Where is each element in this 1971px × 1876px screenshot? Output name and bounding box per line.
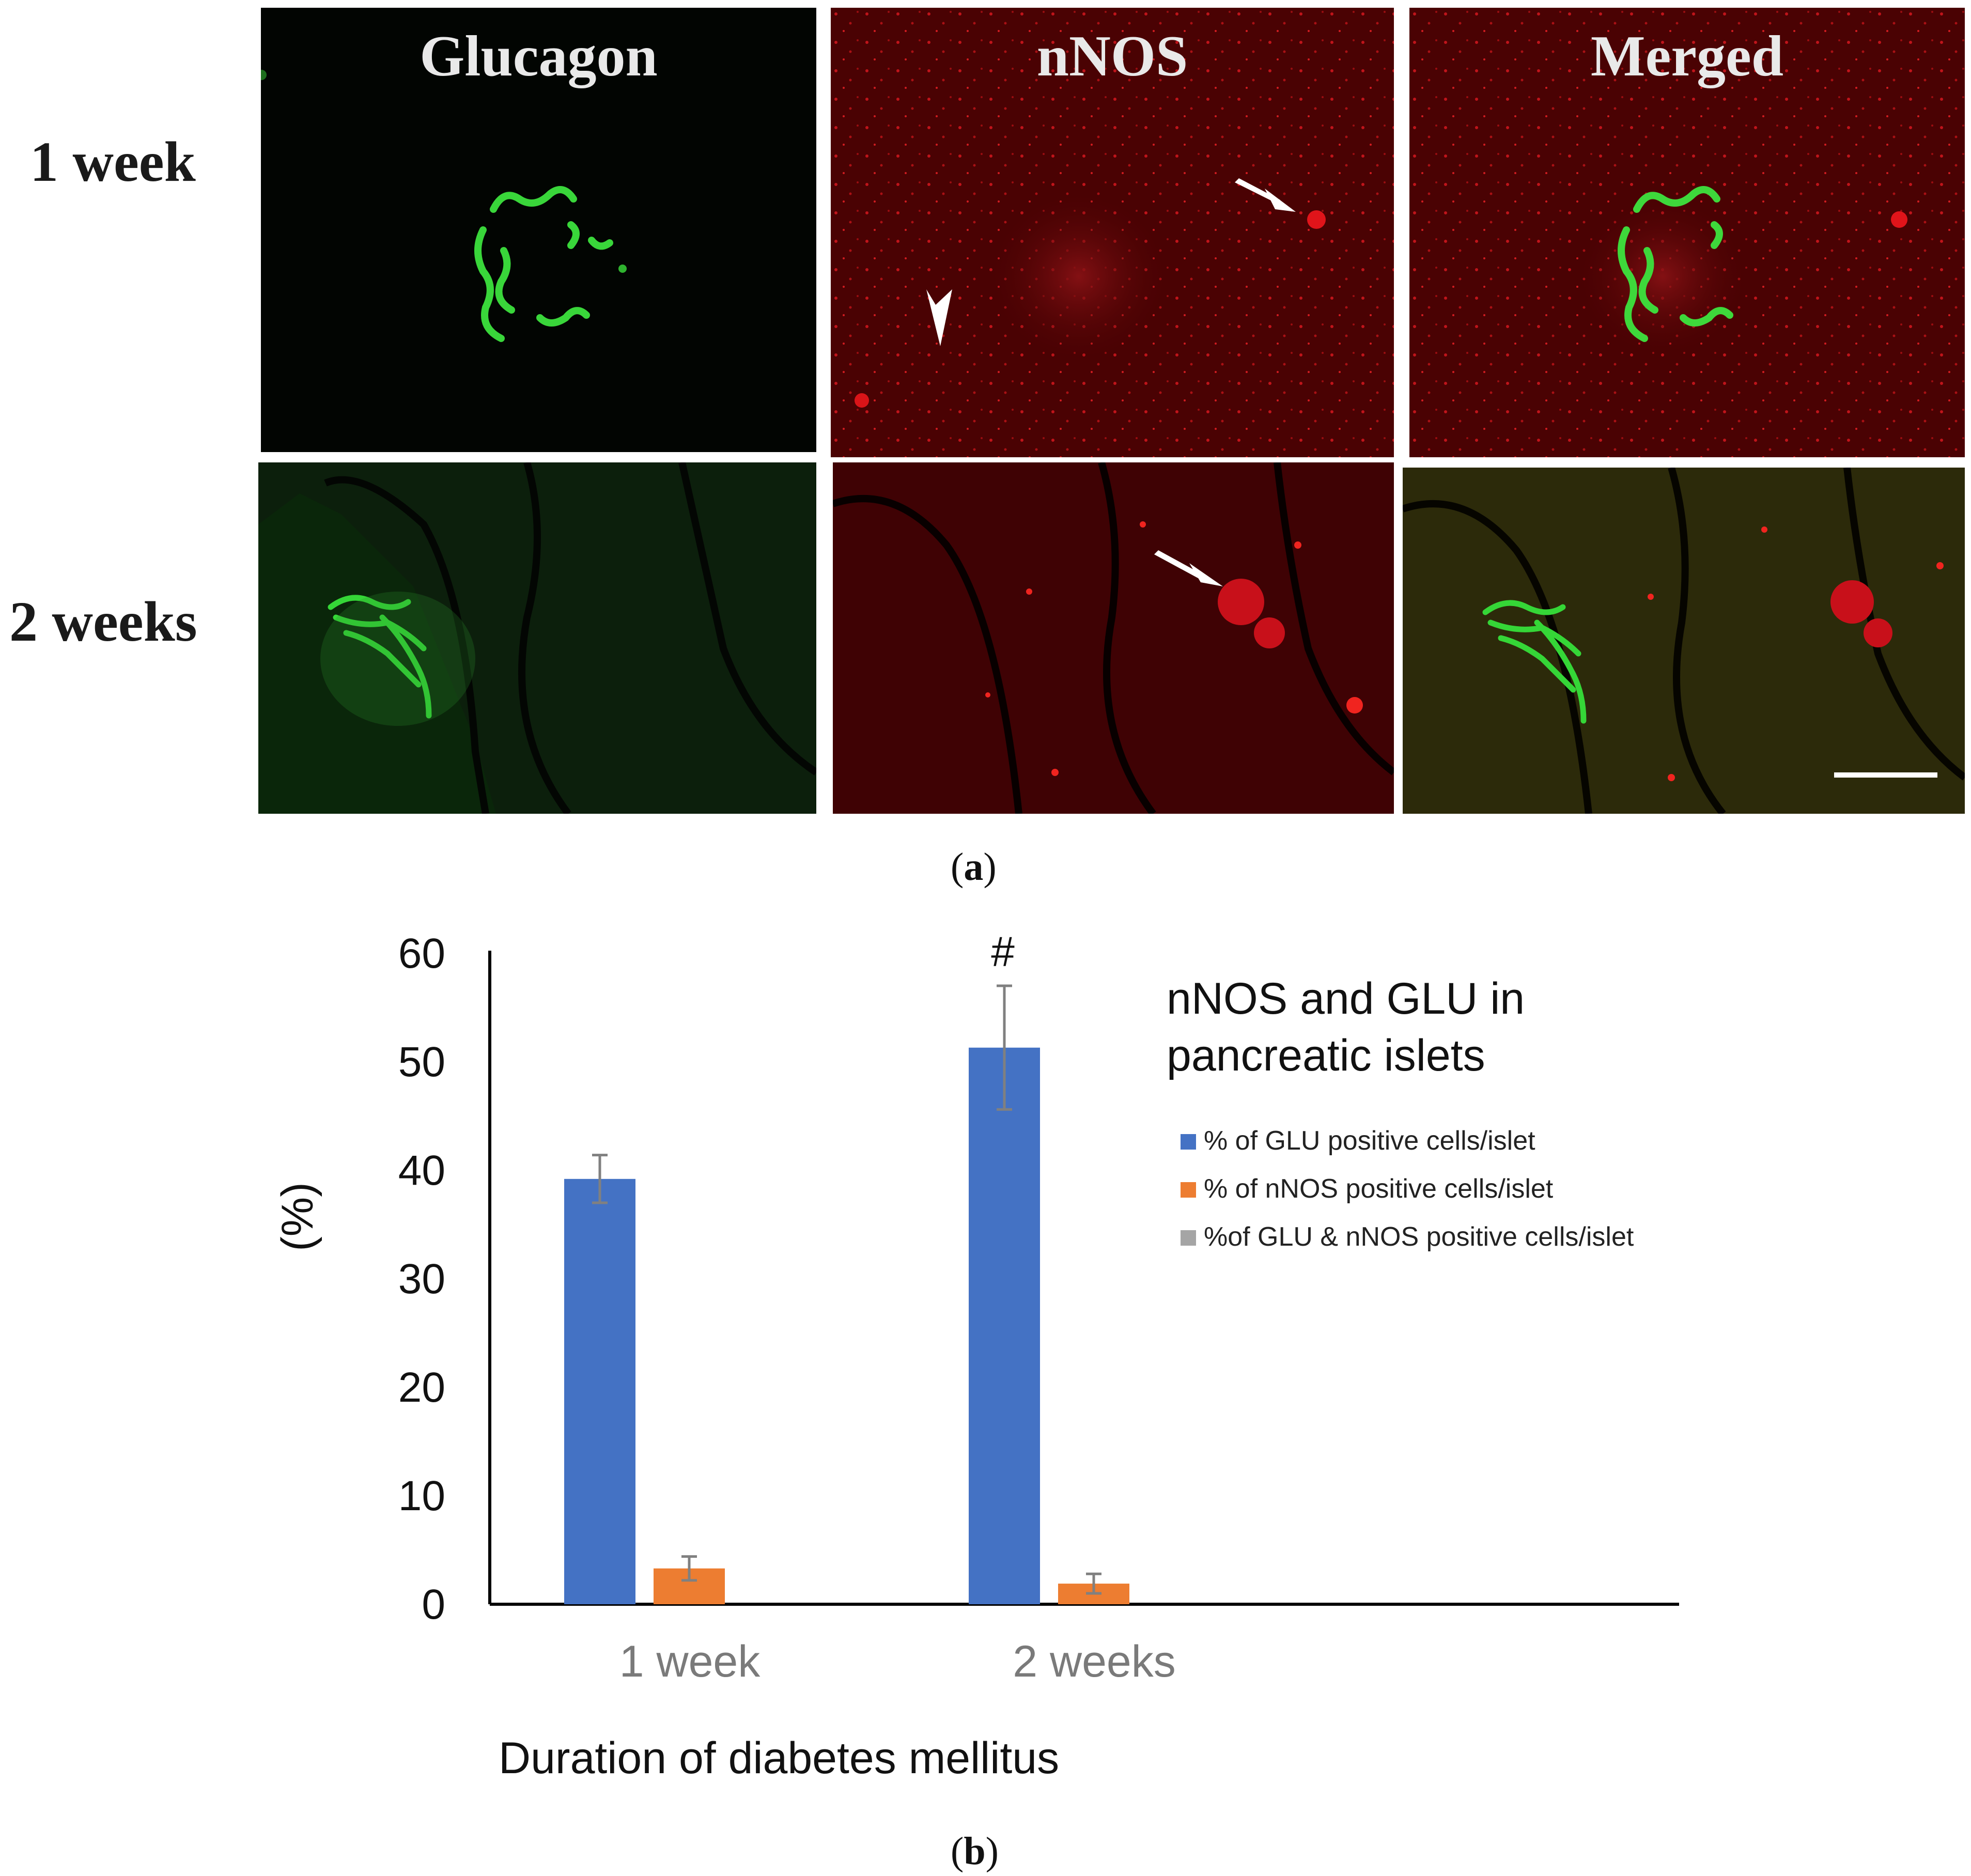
column-title-glucagon: Glucagon bbox=[420, 24, 658, 88]
micrograph-merged-2-weeks bbox=[1403, 468, 1965, 814]
y-axis-label: (%) bbox=[273, 1182, 322, 1251]
y-tick-label: 50 bbox=[398, 1038, 445, 1086]
x-tick-label: 1 week bbox=[619, 1637, 761, 1686]
legend-swatch bbox=[1181, 1230, 1196, 1246]
panel-label-a: (a) bbox=[951, 845, 997, 889]
row-label-1-week: 1 week bbox=[30, 130, 196, 193]
micrograph-merged-1-week: Merged bbox=[1409, 8, 1965, 457]
micrograph-nnos-1-week: nNOS bbox=[831, 8, 1394, 457]
x-tick-label: 2 weeks bbox=[1013, 1637, 1176, 1686]
chart-title-line: nNOS and GLU in bbox=[1167, 974, 1525, 1024]
micrograph-glucagon-1-week: Glucagon bbox=[261, 8, 816, 452]
y-tick-label: 60 bbox=[398, 930, 445, 977]
legend-swatch bbox=[1181, 1182, 1196, 1198]
y-tick-label: 30 bbox=[398, 1255, 445, 1303]
bar-chart: 0 10 20 30 40 50 60 (%) #1 week 2 weeks Duration o… bbox=[273, 928, 1679, 1783]
chart-title-line: pancreatic islets bbox=[1167, 1031, 1485, 1080]
x-axis-label: Duration of diabetes mellitus bbox=[499, 1733, 1059, 1783]
row-label-2-weeks: 2 weeks bbox=[9, 590, 197, 653]
legend-swatch bbox=[1181, 1134, 1196, 1150]
bar bbox=[564, 1179, 635, 1604]
legend-label: % of GLU positive cells/islet bbox=[1204, 1126, 1535, 1156]
legend-label: %of GLU & nNOS positive cells/islet bbox=[1204, 1222, 1634, 1252]
legend-label: % of nNOS positive cells/islet bbox=[1204, 1174, 1554, 1204]
scale-bar bbox=[1834, 772, 1937, 778]
significance-marker: # bbox=[991, 928, 1015, 975]
y-tick-label: 20 bbox=[398, 1364, 445, 1411]
panel-label-b: (b) bbox=[951, 1830, 999, 1873]
y-tick-label: 0 bbox=[422, 1581, 445, 1628]
column-title-merged: Merged bbox=[1590, 24, 1784, 88]
y-tick-label: 40 bbox=[398, 1147, 445, 1194]
bar bbox=[969, 1047, 1040, 1604]
column-title-nnos: nNOS bbox=[1036, 24, 1188, 88]
micrograph-nnos-2-weeks bbox=[833, 462, 1394, 814]
micrograph-glucagon-2-weeks bbox=[258, 462, 816, 814]
y-tick-label: 10 bbox=[398, 1472, 445, 1520]
